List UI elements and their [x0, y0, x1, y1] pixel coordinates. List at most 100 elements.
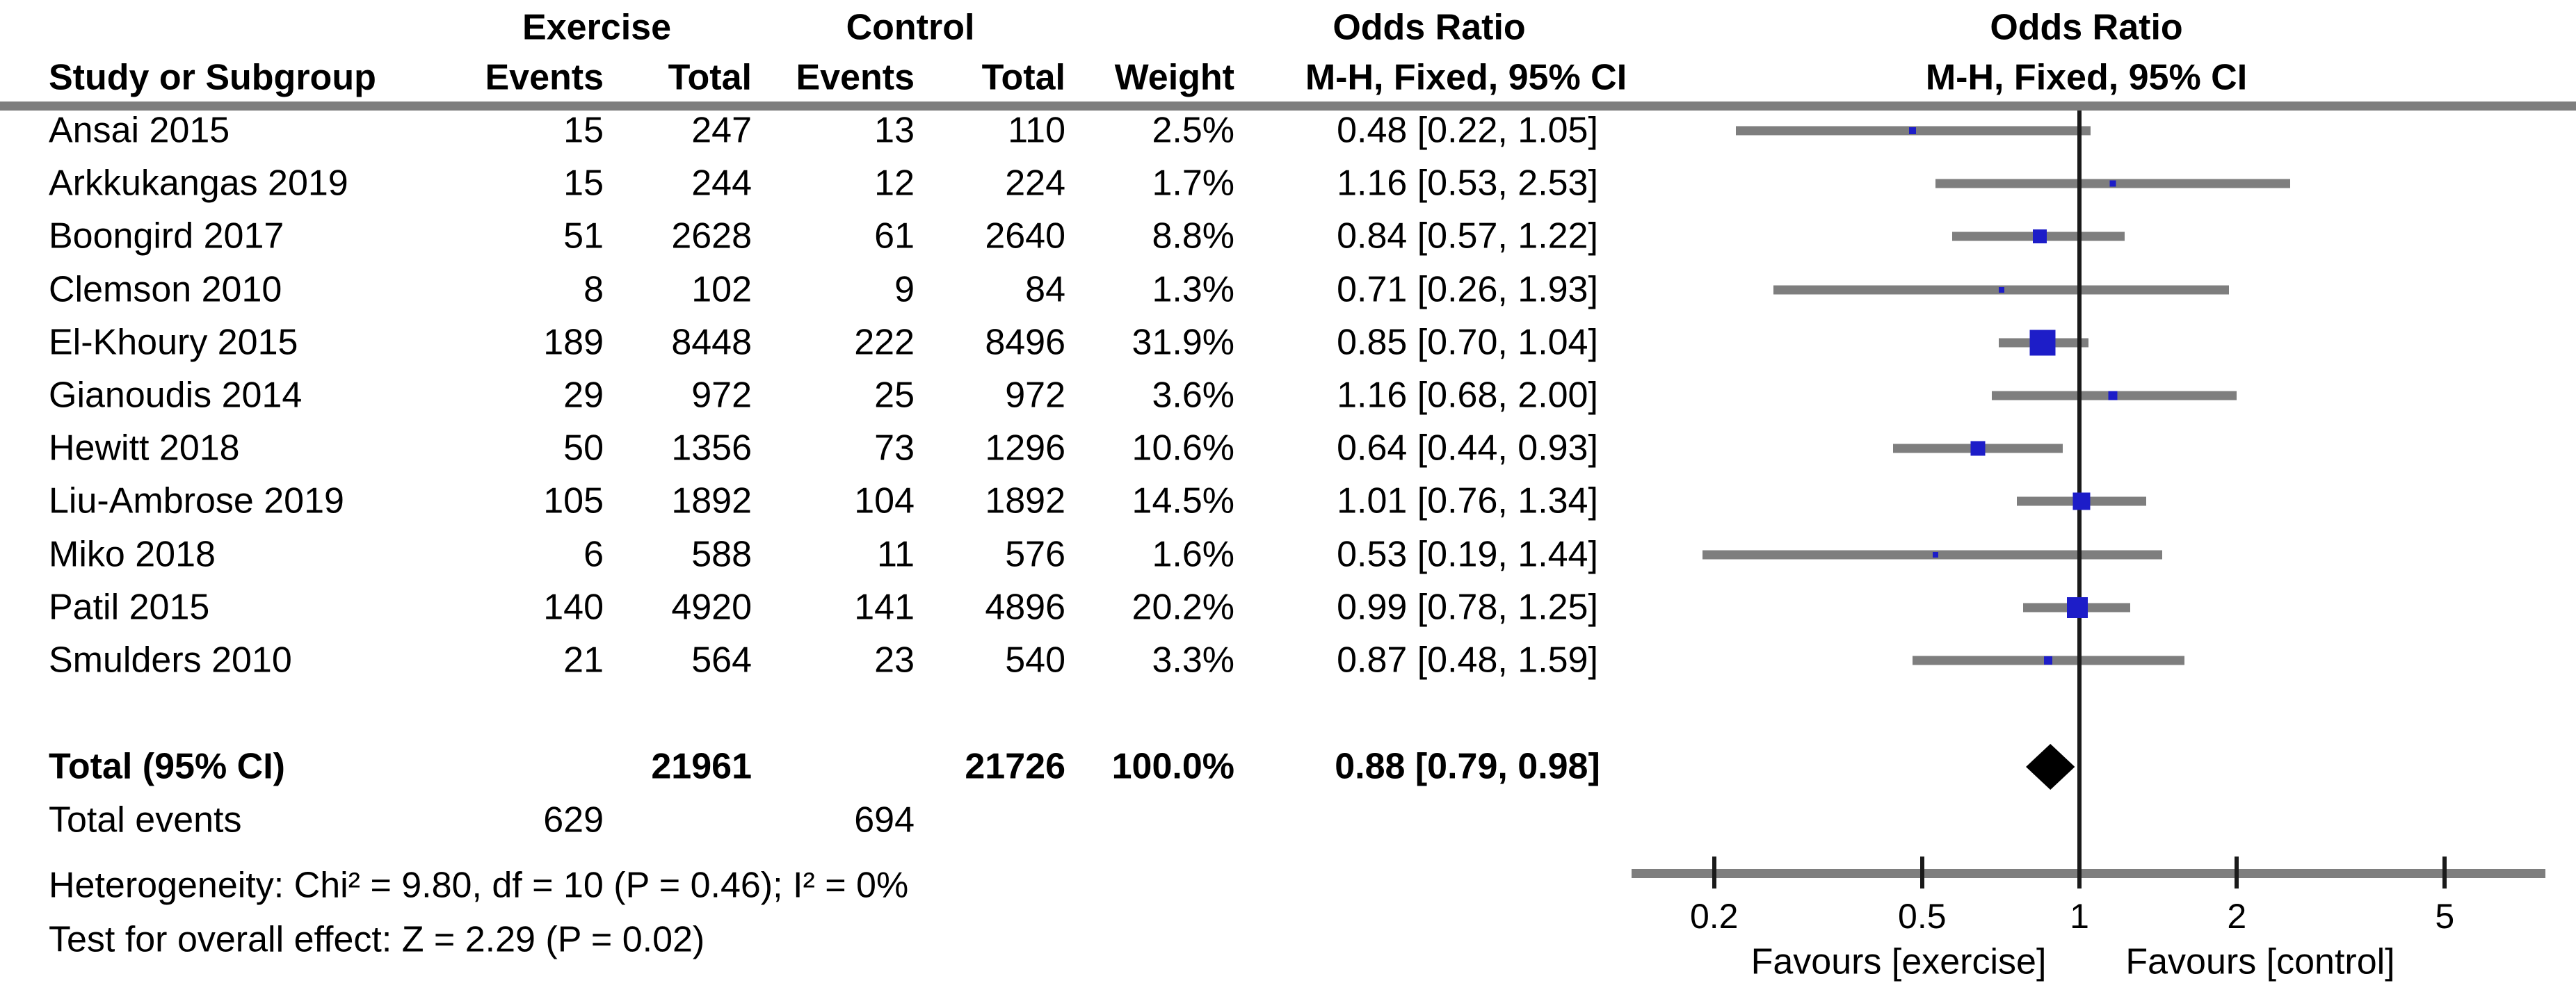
- control-total-value: 1296: [985, 428, 1065, 469]
- or-ci-text: 0.48 [0.22, 1.05]: [1337, 110, 1598, 151]
- or-column-title: Odds Ratio: [1333, 7, 1526, 48]
- weight-value: 3.3%: [1152, 640, 1234, 681]
- total-or-ci-text: 0.88 [0.79, 0.98]: [1335, 746, 1600, 787]
- or-ci-text: 0.85 [0.70, 1.04]: [1337, 322, 1598, 363]
- exercise-events-value: 105: [543, 480, 604, 521]
- control-events-value: 25: [874, 375, 915, 416]
- exercise-total-header: Total: [668, 57, 752, 98]
- point-estimate-marker: [2043, 656, 2052, 665]
- heterogeneity-stat: Heterogeneity: Chi² = 9.80, df = 10 (P =…: [49, 865, 909, 906]
- exercise-total-value: 1356: [671, 428, 752, 469]
- total-events-exercise: 629: [543, 800, 604, 841]
- control-total-value: 4896: [985, 587, 1065, 628]
- weight-column-header: Weight: [1114, 57, 1234, 98]
- control-total-value: 224: [1005, 163, 1065, 204]
- point-estimate-marker: [2033, 229, 2047, 244]
- study-name: Ansai 2015: [49, 110, 230, 151]
- study-name: Hewitt 2018: [49, 428, 240, 469]
- point-estimate-marker: [2029, 330, 2056, 356]
- plot-column-title: Odds Ratio: [1990, 7, 2183, 48]
- control-events-header: Events: [796, 57, 915, 98]
- exercise-events-value: 51: [563, 216, 604, 257]
- or-ci-text: 0.64 [0.44, 0.93]: [1337, 428, 1598, 469]
- plot-method-header: M-H, Fixed, 95% CI: [1925, 57, 2248, 98]
- total-events-label: Total events: [49, 800, 242, 841]
- or-ci-text: 0.99 [0.78, 1.25]: [1337, 587, 1598, 628]
- favours-left-label: Favours [exercise]: [1750, 941, 2047, 982]
- total-weight: 100.0%: [1111, 746, 1234, 787]
- point-estimate-marker: [2108, 391, 2118, 400]
- weight-value: 14.5%: [1132, 480, 1234, 521]
- study-name: Gianoudis 2014: [49, 375, 303, 416]
- control-events-value: 222: [854, 322, 915, 363]
- point-estimate-marker: [2109, 180, 2116, 187]
- control-total-value: 84: [1025, 269, 1065, 309]
- control-events-value: 61: [874, 216, 915, 257]
- study-name: Liu-Ambrose 2019: [49, 480, 344, 521]
- column-group-exercise: Exercise: [522, 7, 671, 48]
- control-total-value: 2640: [985, 216, 1065, 257]
- point-estimate-marker: [1970, 441, 1986, 456]
- ci-bar: [1702, 550, 2162, 560]
- study-column-header: Study or Subgroup: [49, 57, 376, 98]
- total-control-total: 21726: [965, 746, 1065, 787]
- point-estimate-marker: [1909, 127, 1917, 134]
- exercise-total-value: 8448: [671, 322, 752, 363]
- or-ci-text: 0.87 [0.48, 1.59]: [1337, 640, 1598, 681]
- exercise-events-value: 189: [543, 322, 604, 363]
- control-total-value: 576: [1005, 534, 1065, 574]
- weight-value: 1.6%: [1152, 534, 1234, 574]
- or-ci-text: 0.71 [0.26, 1.93]: [1337, 269, 1598, 309]
- exercise-events-value: 15: [563, 110, 604, 151]
- study-name: Arkkukangas 2019: [49, 163, 348, 204]
- control-total-value: 110: [1008, 110, 1065, 151]
- weight-value: 8.8%: [1152, 216, 1234, 257]
- control-events-value: 11: [877, 534, 915, 574]
- weight-value: 1.7%: [1152, 163, 1234, 204]
- weight-value: 20.2%: [1132, 587, 1234, 628]
- or-ci-text: 0.53 [0.19, 1.44]: [1337, 534, 1598, 574]
- or-ci-text: 1.16 [0.53, 2.53]: [1337, 163, 1598, 204]
- header-divider-rule: [0, 102, 2576, 111]
- point-estimate-marker: [2066, 597, 2088, 618]
- control-events-value: 13: [874, 110, 915, 151]
- axis-tick-label: 0.5: [1898, 897, 1947, 936]
- weight-value: 31.9%: [1132, 322, 1234, 363]
- or-ci-text: 1.01 [0.76, 1.34]: [1337, 480, 1598, 521]
- exercise-total-value: 972: [691, 375, 752, 416]
- point-estimate-marker: [1932, 551, 1938, 558]
- exercise-total-value: 4920: [671, 587, 752, 628]
- control-total-value: 1892: [985, 480, 1065, 521]
- overall-effect-stat: Test for overall effect: Z = 2.29 (P = 0…: [49, 919, 705, 960]
- exercise-events-value: 6: [583, 534, 604, 574]
- weight-value: 1.3%: [1152, 269, 1234, 309]
- total-exercise-total: 21961: [651, 746, 752, 787]
- exercise-events-value: 50: [563, 428, 604, 469]
- total-row-label: Total (95% CI): [49, 746, 285, 787]
- axis-tick-label: 2: [2227, 897, 2247, 936]
- summary-diamond: [2026, 744, 2075, 790]
- control-total-value: 540: [1005, 640, 1065, 681]
- axis-tick: [1919, 857, 1924, 888]
- study-name: El-Khoury 2015: [49, 322, 298, 363]
- exercise-events-header: Events: [485, 57, 604, 98]
- weight-value: 10.6%: [1132, 428, 1234, 469]
- exercise-total-value: 102: [691, 269, 752, 309]
- study-name: Patil 2015: [49, 587, 210, 628]
- exercise-total-value: 244: [691, 163, 752, 204]
- study-name: Smulders 2010: [49, 640, 292, 681]
- weight-value: 2.5%: [1152, 110, 1234, 151]
- axis-tick-label: 0.2: [1689, 897, 1739, 936]
- control-events-value: 141: [854, 587, 915, 628]
- exercise-total-value: 1892: [671, 480, 752, 521]
- point-estimate-marker: [2072, 492, 2091, 510]
- exercise-total-value: 564: [691, 640, 752, 681]
- exercise-total-value: 588: [691, 534, 752, 574]
- control-events-value: 73: [874, 428, 915, 469]
- axis-tick: [2442, 857, 2447, 888]
- axis-tick: [1712, 857, 1716, 888]
- control-events-value: 104: [854, 480, 915, 521]
- x-axis-line: [1632, 869, 2545, 878]
- control-total-header: Total: [981, 57, 1065, 98]
